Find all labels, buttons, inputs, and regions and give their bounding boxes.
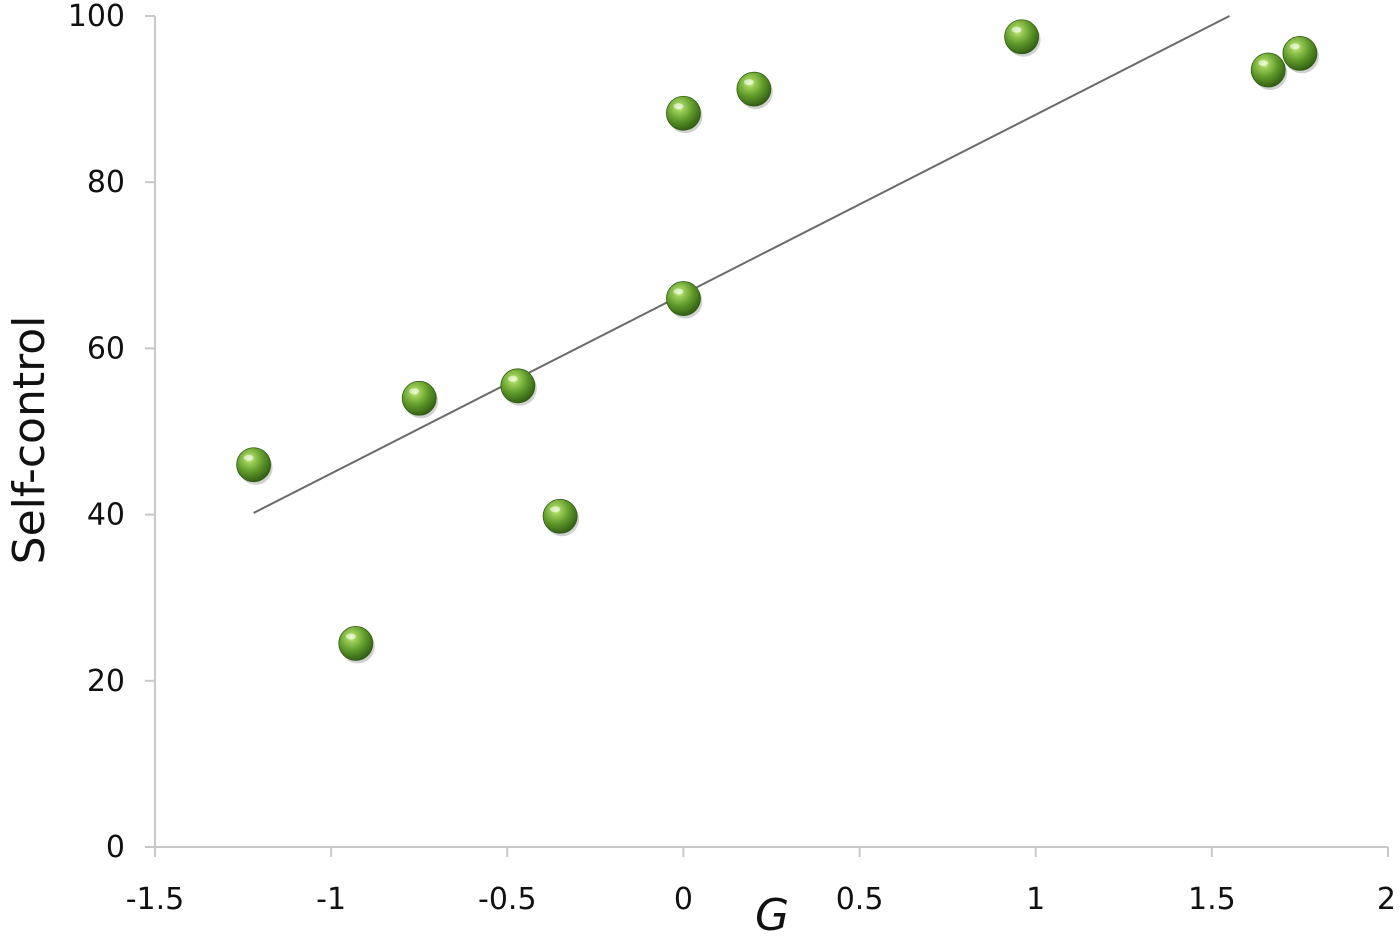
data-point-marker xyxy=(666,95,701,131)
data-point xyxy=(666,95,703,134)
data-point-highlight xyxy=(743,79,754,86)
trendline xyxy=(253,15,1230,514)
x-axis-ticks: -1.5 -1 -0.5 0 0.5 1 1.5 2 xyxy=(126,847,1396,917)
x-tick-label: 1 xyxy=(1026,882,1045,917)
data-point-highlight xyxy=(550,506,561,513)
x-tick-label: 1.5 xyxy=(1188,882,1236,917)
y-tick-label: 60 xyxy=(87,331,125,366)
x-tick-label: -1 xyxy=(316,882,346,917)
y-tick-label: 40 xyxy=(87,498,125,533)
data-point-marker xyxy=(338,626,374,661)
data-point-highlight xyxy=(345,633,356,640)
data-point-marker xyxy=(500,368,536,404)
y-tick-label: 0 xyxy=(106,830,125,865)
data-point xyxy=(666,281,703,319)
data-point-highlight xyxy=(507,375,518,382)
data-point xyxy=(236,447,273,485)
trendline-layer xyxy=(253,15,1230,514)
data-point-highlight xyxy=(1289,43,1300,50)
data-points xyxy=(236,19,1319,664)
data-point-marker xyxy=(401,380,437,416)
x-tick-label: 2 xyxy=(1377,882,1396,917)
data-point-marker xyxy=(236,447,272,483)
x-tick-label: -1.5 xyxy=(126,882,185,917)
data-point-highlight xyxy=(1011,26,1022,33)
data-point xyxy=(542,498,580,537)
x-axis-title: G xyxy=(755,890,789,938)
data-point-highlight xyxy=(673,103,684,110)
data-point xyxy=(338,626,375,664)
y-tick-label: 20 xyxy=(87,664,125,699)
data-point-highlight xyxy=(1258,60,1269,67)
data-point-marker xyxy=(1250,52,1286,88)
x-tick-label: -0.5 xyxy=(478,882,537,917)
data-point-marker xyxy=(1282,35,1318,71)
axes xyxy=(154,16,1388,848)
data-point-marker xyxy=(666,281,701,316)
y-axis-ticks: 0 20 40 60 80 100 xyxy=(68,0,155,865)
data-point xyxy=(1282,35,1319,74)
data-point xyxy=(736,71,773,110)
data-point-highlight xyxy=(243,454,254,461)
data-point xyxy=(1250,52,1288,91)
data-point xyxy=(1004,19,1041,57)
data-point-marker xyxy=(736,71,772,107)
data-point-highlight xyxy=(673,288,684,295)
y-tick-label: 80 xyxy=(87,165,125,200)
data-point-marker xyxy=(1004,19,1040,55)
data-point xyxy=(500,368,537,406)
data-point xyxy=(401,380,439,419)
data-point-highlight xyxy=(409,388,420,395)
y-tick-label: 100 xyxy=(68,0,125,34)
data-point-marker xyxy=(542,498,578,534)
y-axis-title: Self-control xyxy=(4,316,55,565)
x-tick-label: 0.5 xyxy=(836,882,884,917)
x-tick-label: 0 xyxy=(674,882,693,917)
